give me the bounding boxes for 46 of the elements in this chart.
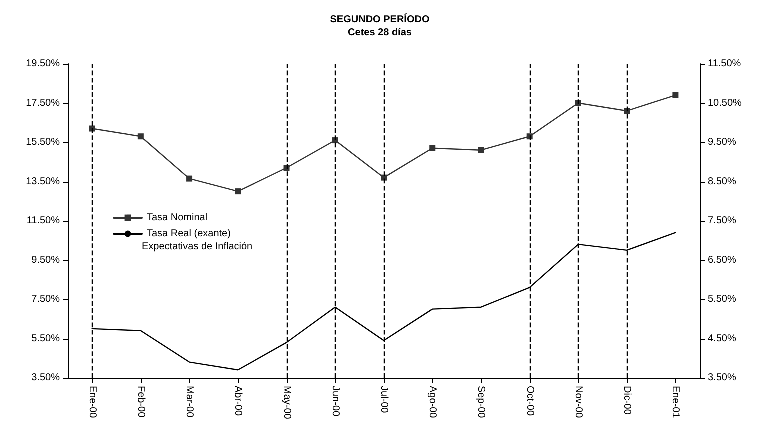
point [332,138,338,144]
legend-label: Tasa Nominal [147,212,208,224]
y-tick-label: 19.50% [26,58,60,70]
y2-tick-label: 7.50% [708,216,736,226]
y2-tick-label: 10.50% [708,98,742,109]
y-tick-label: 11.50% [26,216,60,226]
y-tick-label: 7.50% [32,294,60,305]
y2-tick-label: 8.50% [708,176,736,188]
chart-title: SEGUNDO PERÍODO [330,14,430,26]
point [89,126,96,132]
point [624,108,630,114]
point [430,145,436,152]
x-tick-label: Oct-00 [524,386,536,416]
point [478,147,484,154]
point [235,188,242,195]
x-tick-label: Jul-00 [378,386,390,414]
point [381,174,387,181]
y-tick-label: 9.50% [32,254,60,266]
point [672,92,679,98]
legend-label: Tasa Real (exante) [147,228,231,240]
y2-tick-label: 5.50% [708,294,736,305]
x-tick-label: Nov-00 [572,386,584,419]
x-tick-label: Sep-00 [476,386,487,419]
y2-tick-label: 11.50% [708,58,742,70]
y-tick-label: 5.50% [32,333,60,344]
annotation: Expectativas de Inflación [142,242,253,252]
x-tick-label: Ene-00 [86,386,98,419]
y-tick-label: 15.50% [26,137,60,148]
x-tick-label: Dic-00 [622,386,633,416]
x-tick-label: Abr-00 [232,386,244,416]
point [186,176,193,182]
y2-tick-label: 3.50% [708,372,736,384]
y-tick-label: 17.50% [26,98,60,109]
x-tick-label: May-00 [281,386,292,420]
y-tick-label: 13.50% [26,176,60,188]
x-tick-label: Feb-00 [135,386,146,418]
y-tick-label: 3.50% [32,372,60,384]
x-tick-label: Ago-00 [427,386,438,419]
y2-tick-label: 9.50% [708,137,736,148]
x-tick-label: Jun-00 [330,386,341,418]
x-tick-label: Ene-01 [670,386,682,419]
y2-tick-label: 6.50% [708,254,736,266]
point [138,134,144,140]
y2-tick-label: 4.50% [708,333,736,344]
chart-subtitle: Cetes 28 días [348,28,412,38]
x-tick-label: Mar-00 [184,386,196,418]
